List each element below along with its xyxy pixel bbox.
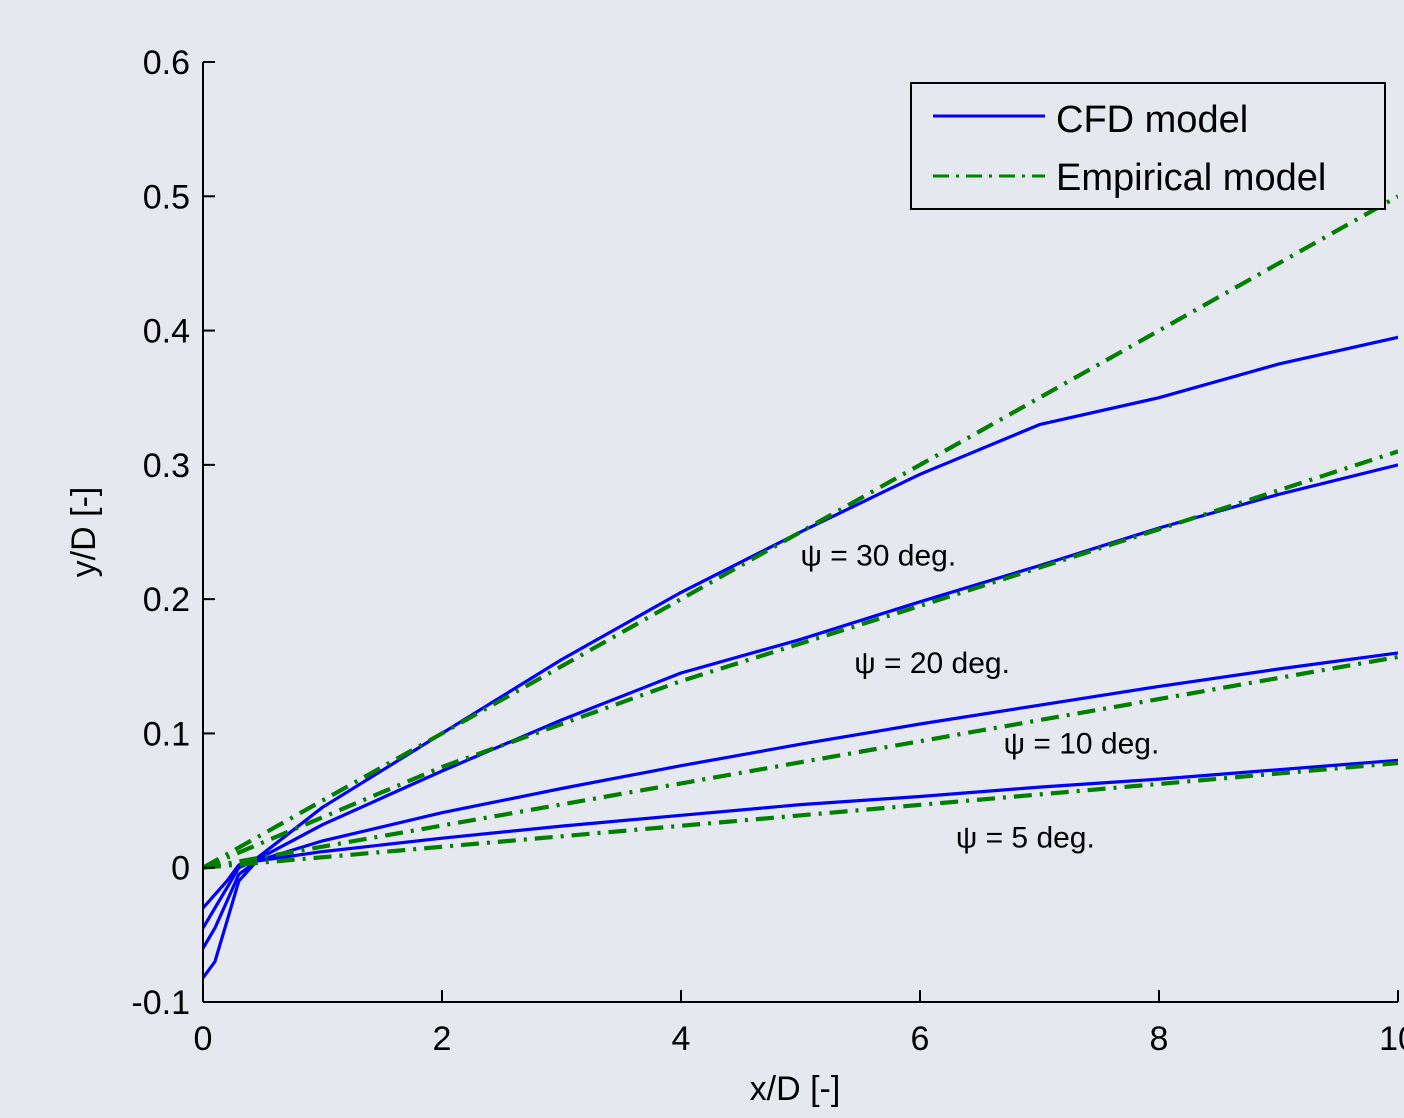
empirical-series-line-6 [203,654,1398,870]
y-tick-label: 0.3 [143,447,190,485]
legend-label-empirical: Empirical model [1056,157,1326,199]
y-tick-label: -0.1 [131,984,190,1022]
y-tick-label: 0.5 [143,178,190,216]
y-tick-label: 0.2 [143,581,190,619]
curve-annotation: ψ = 30 deg. [801,540,957,573]
cfd-series-line-1 [203,758,1398,979]
y-tick-label: 0.4 [143,313,190,351]
y-tick-label: 0.1 [143,715,190,753]
x-tick-label: 4 [672,1020,691,1058]
curve-annotation: ψ = 10 deg. [1004,728,1160,761]
cfd-series-line-2 [203,651,1398,950]
axes [202,61,1399,1003]
empirical-series-line-7 [203,449,1398,870]
x-tick-label: 10 [1379,1020,1404,1058]
y-tick-labels: -0.1 0 0.1 0.2 0.3 0.4 0.5 0.6 [131,44,190,1022]
x-tick-label: 8 [1150,1020,1169,1058]
x-tick-labels: 0 2 4 6 8 10 [194,1020,1404,1058]
legend-label-cfd: CFD model [1056,99,1248,141]
x-tick-label: 0 [194,1020,213,1058]
x-tick-label: 6 [911,1020,930,1058]
y-axis-label: y/D [-] [65,487,103,578]
series-layer [203,194,1398,979]
x-axis-label: x/D [-] [750,1070,841,1108]
empirical-series-line-5 [203,760,1398,870]
y-tick-label: 0.6 [143,44,190,82]
legend: CFD model Empirical model [910,82,1386,210]
cfd-series-line-4 [203,335,1398,910]
legend-box [910,82,1386,210]
y-tick-label: 0 [171,850,190,888]
curve-annotations: ψ = 30 deg. ψ = 20 deg. ψ = 10 deg. ψ = 5 d… [801,540,1160,855]
curve-annotation: ψ = 20 deg. [854,647,1010,680]
x-tick-label: 2 [433,1020,452,1058]
curve-annotation: ψ = 5 deg. [956,822,1095,855]
empirical-series-line-8 [203,194,1398,870]
